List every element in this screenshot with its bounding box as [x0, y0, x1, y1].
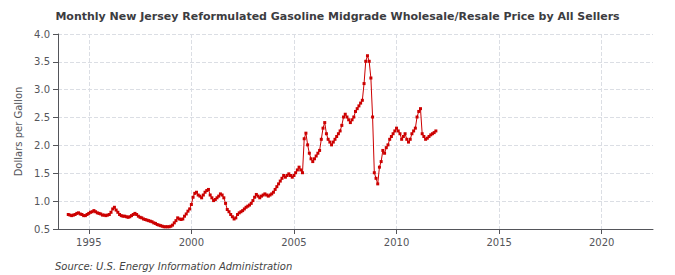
- svg-text:2005: 2005: [281, 237, 306, 248]
- svg-text:Monthly New Jersey Reformulate: Monthly New Jersey Reformulated Gasoline…: [55, 10, 620, 23]
- svg-text:2.0: 2.0: [34, 140, 50, 151]
- svg-text:2015: 2015: [486, 237, 511, 248]
- svg-text:2010: 2010: [384, 237, 409, 248]
- svg-text:3.5: 3.5: [34, 56, 50, 67]
- svg-text:2020: 2020: [589, 237, 614, 248]
- svg-text:0.5: 0.5: [34, 224, 50, 235]
- svg-text:Dollars per Gallon: Dollars per Gallon: [13, 87, 24, 177]
- svg-text:1995: 1995: [76, 237, 101, 248]
- svg-text:2000: 2000: [179, 237, 204, 248]
- svg-text:1.0: 1.0: [34, 196, 50, 207]
- svg-text:Source: U.S. Energy Informatio: Source: U.S. Energy Information Administ…: [55, 261, 292, 272]
- svg-text:4.0: 4.0: [34, 29, 50, 40]
- svg-text:3.0: 3.0: [34, 84, 50, 95]
- svg-text:1.5: 1.5: [34, 168, 50, 179]
- svg-text:2.5: 2.5: [34, 112, 50, 123]
